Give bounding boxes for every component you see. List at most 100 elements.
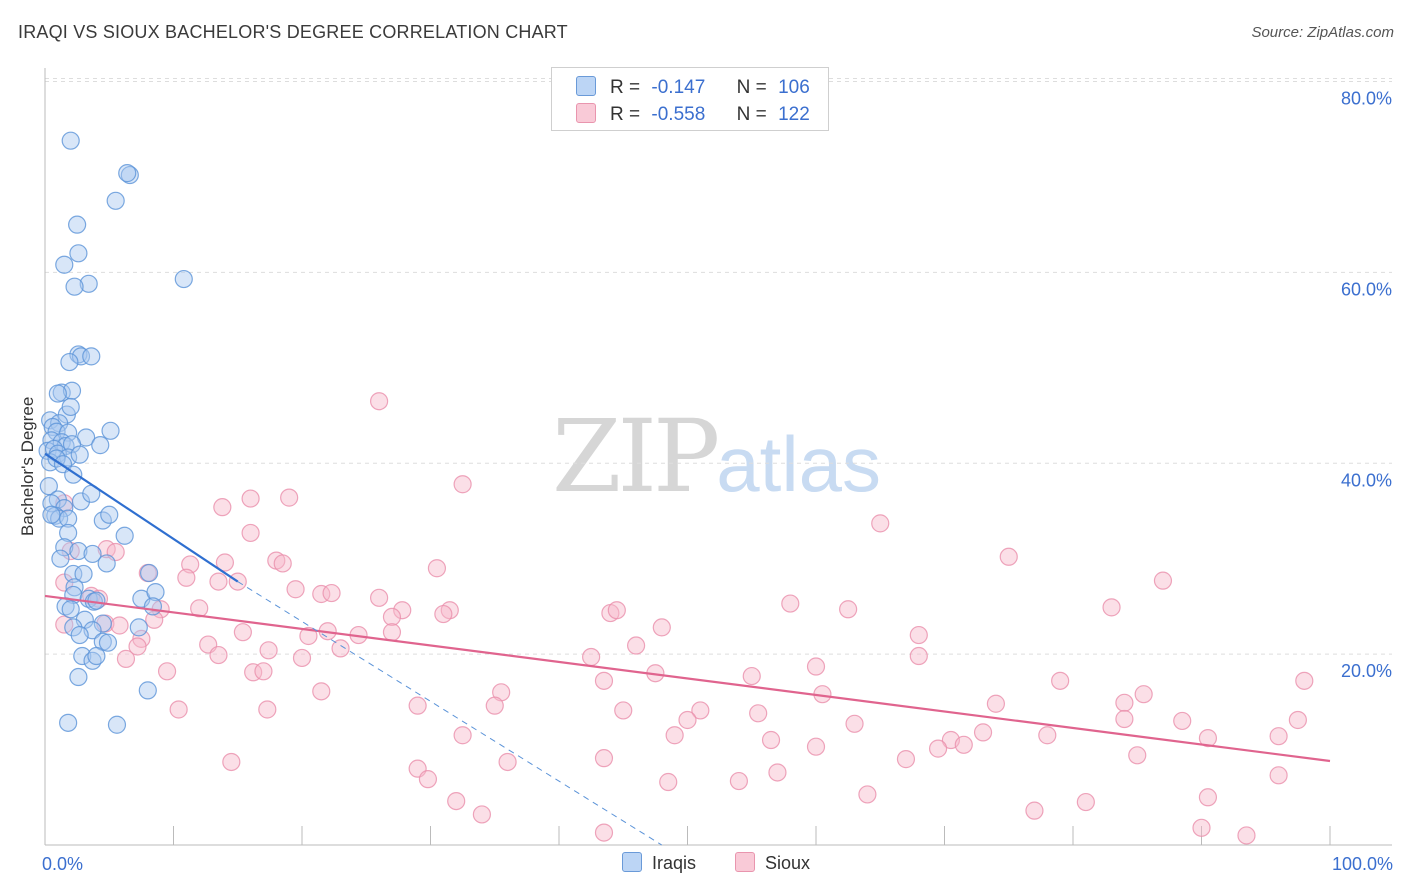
iraqis-point [71, 347, 91, 366]
iraqis-point [139, 563, 159, 583]
sioux-point [1198, 729, 1218, 748]
sioux-point [427, 559, 447, 578]
iraqis-point [71, 492, 91, 511]
sioux-point [408, 696, 427, 715]
iraqis-point [55, 538, 74, 557]
sioux-point [594, 671, 614, 690]
sioux-point [909, 646, 928, 666]
sioux-point [382, 623, 402, 642]
iraqis-point [55, 255, 74, 274]
sioux-point [1025, 801, 1044, 820]
legend-n-label: N = [736, 104, 767, 125]
sioux-point [954, 735, 973, 754]
iraqis-point [120, 165, 139, 185]
x-tick-label: 100.0% [1332, 854, 1393, 874]
legend-r-label: R = [610, 104, 641, 125]
sioux-point [322, 583, 341, 603]
legend-r-label: R = [610, 77, 641, 98]
sioux-point [273, 554, 292, 573]
iraqis-point [62, 381, 82, 400]
iraqis-point [138, 681, 157, 700]
sioux-point [806, 737, 826, 756]
sioux-point [209, 572, 228, 591]
iraqis-point [146, 582, 165, 602]
iraqis-point [61, 397, 80, 417]
iraqis-point [79, 274, 98, 293]
sioux-point [858, 785, 877, 804]
iraqis-point [174, 269, 193, 289]
sioux-point [986, 694, 1006, 713]
bottom-legend-iraqis: Iraqis [622, 852, 696, 874]
iraqis-point [83, 544, 102, 564]
sioux-point [1115, 709, 1134, 729]
legend-r-value: -0.147 [651, 77, 706, 98]
sioux-point [453, 475, 472, 494]
iraqis-point [69, 541, 88, 561]
bottom-legend-label-iraqis: Iraqis [652, 853, 697, 873]
sioux-point [909, 625, 928, 645]
iraqis-point [98, 633, 118, 652]
x-tick-label: 0.0% [42, 854, 83, 874]
sioux-point [213, 498, 232, 517]
sioux-point [299, 626, 318, 646]
legend-n-value: 122 [778, 104, 810, 125]
sioux-point [292, 648, 312, 668]
sioux-point [418, 770, 438, 789]
sioux-point [582, 647, 601, 667]
sioux-point [781, 594, 800, 613]
sioux-point [331, 639, 350, 658]
sioux-point [312, 682, 331, 701]
sioux-point [116, 649, 136, 668]
sioux-point [839, 600, 858, 619]
iraqis-point [59, 523, 78, 543]
sioux-trend-line [44, 594, 1331, 763]
sioux-point [1038, 726, 1057, 745]
sioux-point [1153, 571, 1173, 590]
iraqis-point [91, 436, 110, 455]
sioux-point [1173, 711, 1192, 731]
iraqis-point [59, 713, 78, 732]
sioux-point [749, 704, 768, 723]
sioux-point [370, 588, 389, 607]
iraqis-point [56, 436, 75, 456]
sioux-point [110, 616, 129, 635]
legend-n-label: N = [736, 77, 767, 98]
source-label: Source: ZipAtlas.com [1251, 24, 1394, 41]
sioux-point [1051, 671, 1070, 690]
iraqis-point [70, 625, 89, 645]
iraqis-point [65, 277, 84, 296]
sioux-point [1128, 746, 1147, 765]
sioux-point [659, 772, 678, 792]
sioux-point [254, 662, 273, 681]
sioux-point [286, 580, 305, 599]
sioux-point [896, 750, 916, 769]
iraqis-point [69, 244, 88, 263]
sioux-point [472, 805, 491, 824]
sioux-point [1237, 826, 1256, 845]
sioux-point [258, 700, 277, 719]
legend-n-value: 106 [778, 77, 810, 98]
y-tick-label: 60.0% [1341, 279, 1392, 299]
sioux-point [973, 723, 993, 742]
sioux-point [1102, 598, 1121, 617]
bottom-legend-swatch-iraqis [622, 852, 642, 872]
sioux-point [485, 696, 504, 715]
sioux-point [498, 752, 517, 772]
iraqis-point [87, 646, 106, 666]
sioux-point [209, 645, 228, 665]
sioux-point [241, 523, 260, 543]
sioux-point [434, 604, 453, 624]
sioux-point [729, 771, 749, 791]
sioux-point [157, 662, 177, 681]
sioux-point [1134, 685, 1153, 704]
iraqis-point [82, 347, 101, 366]
iraqis-point [107, 715, 127, 734]
y-axis-label: Bachelor's Degree [18, 396, 37, 536]
sioux-point [678, 710, 697, 730]
iraqis-point [61, 600, 80, 619]
sioux-point [370, 392, 389, 411]
iraqis-trend-line [44, 452, 239, 583]
iraqis-point [97, 554, 116, 573]
sioux-point [447, 791, 466, 811]
